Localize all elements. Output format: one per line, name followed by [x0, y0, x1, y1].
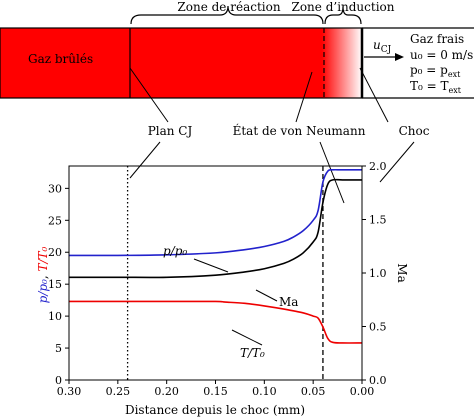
right-axis-label: Ma: [395, 263, 409, 282]
fresh-gas-title: Gaz frais: [410, 32, 464, 46]
left-axis-label: p/p₀, T/T₀: [36, 246, 50, 303]
annotation-leader-tt: [231, 329, 263, 346]
von-neumann-leader-top: [295, 71, 313, 123]
annotation-leader-ma: [255, 289, 278, 302]
ucj-label: uCJ: [373, 38, 392, 55]
left-tick-label: 10: [48, 310, 62, 323]
plan-cj-leader-top: [129, 67, 169, 123]
right-axis-ticks: 0.0 0.5 1.0 1.5 2.0: [362, 160, 387, 387]
von-neumann-callout: État de von Neumann: [233, 123, 366, 138]
burned-gas-region: [0, 28, 322, 98]
x-tick-label: 0.25: [106, 385, 131, 398]
plot-frame: [68, 165, 363, 381]
induction-zone-region: [322, 28, 362, 98]
plan-cj-leader-bottom: [129, 141, 161, 179]
left-tick-label: 15: [48, 278, 62, 291]
annotation-leader-pp: [193, 258, 229, 273]
right-tick-label: 1.5: [369, 214, 387, 227]
x-tick-label: 0.30: [57, 385, 82, 398]
right-tick-label: 0.0: [369, 374, 387, 387]
reaction-zone-brace: [130, 5, 324, 25]
left-axis-ticks: 0 5 10 15 20 25 30: [48, 182, 69, 387]
x-tick-label: 0.05: [301, 385, 326, 398]
von-neumann-leader-bottom: [319, 141, 345, 204]
curve-annotations: p/p₀ Ma T/T₀: [163, 244, 298, 360]
x-axis-label: Distance depuis le choc (mm): [125, 403, 305, 417]
annotation-ma: Ma: [279, 295, 298, 309]
profile-chart: 0.30 0.25 0.20 0.15 0.10 0.05 0.00 0 5 10 15 20 25 3…: [36, 160, 409, 417]
schematic: Zone de réaction Zone d’induction Gaz br…: [0, 0, 474, 204]
plan-cj-callout: Plan CJ: [148, 124, 193, 138]
choc-leader-bottom: [379, 141, 415, 183]
x-tick-label: 0.15: [203, 385, 228, 398]
chart-vertical-markers: [126, 166, 324, 380]
x-tick-label: 0.20: [154, 385, 179, 398]
choc-callout: Choc: [399, 124, 430, 138]
series-pp-line: [68, 168, 362, 257]
reaction-zone-label: Zone de réaction: [177, 0, 280, 14]
fresh-gas-velocity: u₀ = 0 m/s: [410, 48, 473, 62]
fresh-gas-temperature: T₀ = Text: [410, 79, 462, 95]
propagation-arrow-head: [395, 53, 404, 61]
fresh-gas-pressure: p₀ = pext: [410, 63, 461, 79]
right-tick-label: 2.0: [369, 160, 387, 173]
x-axis-ticks: 0.30 0.25 0.20 0.15 0.10 0.05 0.00: [57, 380, 375, 398]
right-tick-label: 0.5: [369, 321, 387, 334]
series-ma-line: [69, 178, 362, 279]
series-tt-line: [69, 300, 363, 344]
fresh-gas-state: Gaz frais u₀ = 0 m/s p₀ = pext T₀ = Text: [410, 32, 473, 95]
annotation-pp: p/p₀: [163, 244, 187, 258]
right-tick-label: 1.0: [369, 267, 387, 280]
left-tick-label: 0: [55, 374, 62, 387]
x-tick-label: 0.00: [350, 385, 375, 398]
x-tick-label: 0.10: [252, 385, 277, 398]
annotation-tt: T/T₀: [240, 346, 265, 360]
choc-leader-top: [359, 67, 389, 123]
induction-zone-label: Zone d’induction: [291, 0, 394, 14]
chart-curves: [68, 168, 363, 344]
left-tick-label: 25: [48, 214, 62, 227]
left-tick-label: 30: [48, 182, 62, 195]
left-tick-label: 20: [48, 246, 62, 259]
induction-zone-brace: [324, 6, 362, 25]
left-tick-label: 5: [55, 342, 62, 355]
burned-gas-label: Gaz brûlés: [28, 52, 93, 66]
